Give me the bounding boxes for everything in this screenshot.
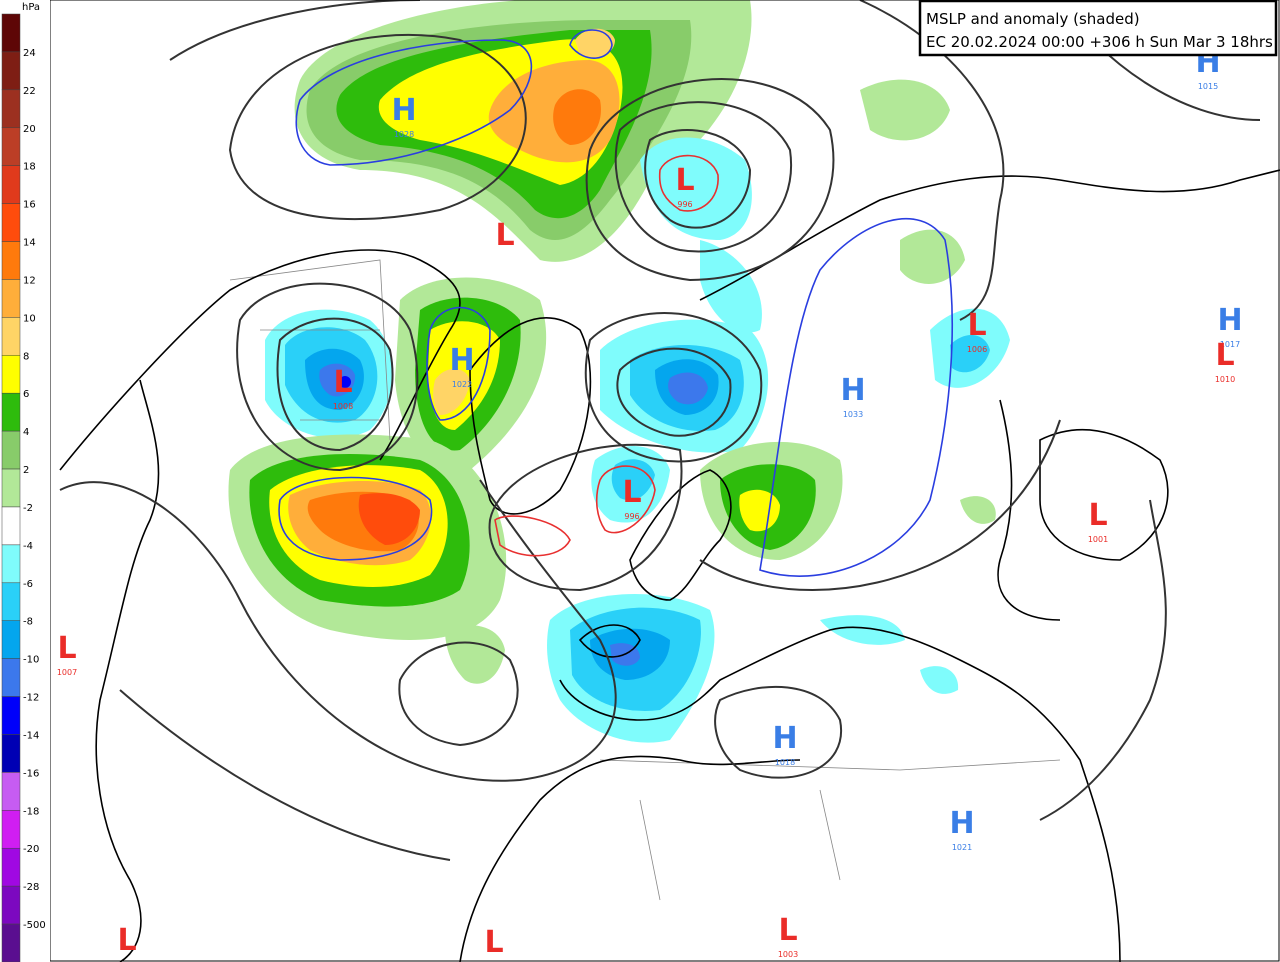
system-letter: L	[967, 308, 986, 343]
colorbar-box	[1, 923, 21, 962]
colorbar-box	[1, 241, 21, 280]
colorbar-box	[1, 317, 21, 356]
system-pressure: 1033	[843, 410, 863, 419]
colorbar: hPa 24 22 20 18 16 14 12 10 8 6 4 2 -2 -4 -6 -8 -10 -12 -1…	[0, 0, 50, 962]
colorbar-label: 12	[23, 275, 36, 286]
colorbar-label: -4	[23, 541, 33, 552]
system-letter: H	[1217, 303, 1242, 338]
colorbar-box	[1, 620, 21, 659]
colorbar-box	[1, 89, 21, 129]
system-pressure: 996	[677, 200, 692, 209]
colorbar-label: 16	[23, 200, 36, 211]
system-letter: H	[391, 93, 416, 128]
colorbar-box	[1, 392, 21, 432]
system-pressure: 1007	[57, 668, 77, 677]
system-letter: L	[778, 913, 797, 948]
system-pressure: 1017	[1220, 340, 1240, 349]
system-letter: L	[1215, 338, 1234, 373]
title-line1: MSLP and anomaly (shaded)	[926, 10, 1140, 28]
colorbar-box	[1, 279, 21, 318]
system-letter: H	[840, 373, 865, 408]
colorbar-label: -14	[23, 730, 39, 741]
system-letter: H	[949, 806, 974, 841]
system-letter: L	[622, 475, 641, 510]
colorbar-box	[1, 658, 21, 697]
title-box: MSLP and anomaly (shaded) EC 20.02.2024 …	[918, 0, 1278, 57]
system-letter: L	[1088, 498, 1107, 533]
colorbar-label: -6	[23, 579, 33, 590]
anomaly-shading	[228, 0, 1010, 743]
colorbar-label: 24	[23, 48, 36, 59]
colorbar-label: -18	[23, 806, 39, 817]
colorbar-label: -28	[23, 882, 39, 893]
colorbar-box	[1, 468, 21, 508]
colorbar-label: 4	[23, 427, 29, 438]
title-line2: EC 20.02.2024 00:00 +306 h Sun Mar 3 18h…	[926, 33, 1273, 51]
colorbar-label: 2	[23, 465, 29, 476]
colorbar-label: 20	[23, 124, 36, 135]
colorbar-label: -12	[23, 693, 39, 704]
system-pressure: 996	[624, 512, 639, 521]
pressure-systems: H1028LH1022L1008L996L996H1033L1006H1015H…	[57, 45, 1243, 960]
colorbar-box	[1, 51, 21, 91]
colorbar-label: -16	[23, 768, 39, 779]
system-letter: L	[484, 925, 503, 960]
system-letter: H	[449, 343, 474, 378]
system-pressure: 1010	[1215, 375, 1235, 384]
colorbar-box	[1, 430, 21, 470]
title-frame	[918, 0, 1278, 57]
system-pressure: 1028	[394, 130, 414, 139]
system-pressure: 1001	[1088, 535, 1108, 544]
system-pressure: 1021	[952, 843, 972, 852]
colorbar-label: 10	[23, 313, 36, 324]
colorbar-box	[1, 810, 21, 849]
system-pressure: 1003	[778, 950, 798, 959]
colorbar-label: -20	[23, 844, 39, 855]
coastlines	[59, 169, 1280, 962]
colorbar-box	[1, 734, 21, 773]
colorbar-box	[1, 847, 21, 887]
colorbar-box	[1, 696, 21, 735]
system-letter: L	[675, 163, 694, 198]
system-letter: L	[495, 218, 514, 253]
colorbar-label: -500	[23, 920, 46, 931]
colorbar-box	[1, 582, 21, 621]
system-pressure: 1008	[333, 402, 353, 411]
system-pressure: 1015	[1198, 82, 1218, 91]
system-letter: L	[333, 365, 352, 400]
colorbar-box	[1, 127, 21, 166]
system-pressure: 1006	[967, 345, 987, 354]
system-letter: H	[772, 721, 797, 756]
colorbar-box	[1, 165, 21, 204]
system-letter: L	[57, 631, 76, 666]
system-pressure: 1022	[452, 380, 472, 389]
colorbar-label: -8	[23, 617, 33, 628]
colorbar-label: 14	[23, 238, 36, 249]
colorbar-label: 18	[23, 162, 36, 173]
colorbar-label: 6	[23, 389, 29, 400]
colorbar-unit: hPa	[22, 2, 40, 13]
colorbar-label: -10	[23, 655, 39, 666]
system-pressure: 1018	[775, 758, 795, 767]
colorbar-label: -2	[23, 503, 33, 514]
colorbar-box	[1, 13, 21, 53]
colorbar-box	[1, 544, 21, 584]
colorbar-box	[1, 355, 21, 394]
colorbar-box	[1, 506, 21, 546]
colorbar-box	[1, 203, 21, 242]
borders	[229, 259, 1061, 901]
colorbar-label: 8	[23, 351, 29, 362]
system-letter: L	[117, 923, 136, 958]
colorbar-box	[1, 885, 21, 925]
colorbar-label: 22	[23, 86, 36, 97]
colorbar-box	[1, 772, 21, 811]
